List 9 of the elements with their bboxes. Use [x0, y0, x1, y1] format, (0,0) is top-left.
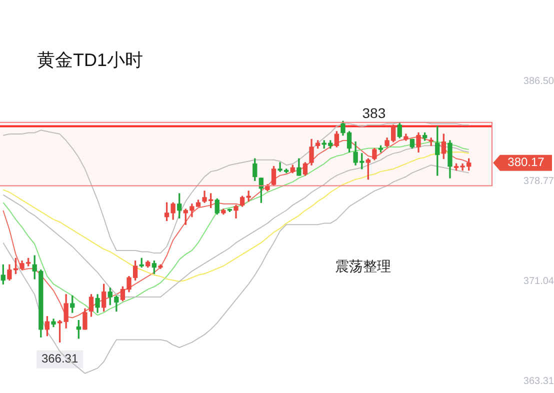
text: 380.17: [508, 155, 545, 170]
chart-title: 黄金TD1小时: [37, 49, 144, 72]
annotation: 366.31: [41, 352, 78, 366]
y-tick-label: 371.04: [523, 276, 554, 287]
y-tick-label: 363.31: [523, 376, 554, 387]
annotation: 震荡整理: [335, 258, 391, 276]
y-tick-label: 386.50: [523, 76, 554, 87]
ref-line-label: 383: [362, 105, 386, 122]
y-tick-label: 378.77: [523, 176, 554, 187]
